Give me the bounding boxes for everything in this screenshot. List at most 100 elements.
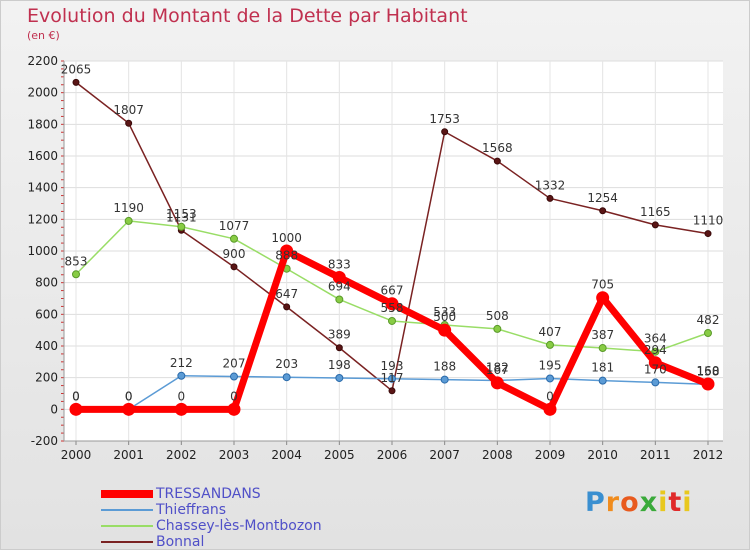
logo-letter: i — [682, 487, 693, 518]
data-label-bonnal: 1254 — [587, 191, 618, 205]
data-label-tressandans: 705 — [591, 278, 614, 292]
data-point-bonnal — [493, 157, 501, 165]
data-label-thieffrans: 203 — [275, 357, 298, 371]
data-label-thieffrans: 181 — [591, 361, 614, 375]
data-label-thieffrans: 158 — [697, 364, 720, 378]
data-point-chassey-les-montbozon — [546, 340, 554, 349]
data-label-bonnal: 117 — [381, 371, 404, 385]
data-label-thieffrans: 170 — [644, 362, 667, 376]
data-label-tressandans: 0 — [230, 389, 238, 403]
data-label-thieffrans: 195 — [539, 358, 562, 372]
logo-letter: P — [585, 487, 606, 518]
data-label-tressandans: 1000 — [271, 231, 302, 245]
data-label-thieffrans: 198 — [328, 358, 351, 372]
data-label-chassey-les-montbozon: 364 — [644, 332, 667, 346]
data-label-tressandans: 0 — [546, 389, 554, 403]
x-tick-label: 2002 — [166, 448, 197, 462]
x-tick-label: 2010 — [587, 448, 618, 462]
data-point-chassey-les-montbozon — [177, 222, 186, 231]
data-label-bonnal: 900 — [223, 247, 246, 261]
data-label-bonnal: 1568 — [482, 141, 513, 155]
data-label-chassey-les-montbozon: 533 — [433, 305, 456, 319]
legend-label: Chassey-lès-Montbozon — [156, 518, 322, 534]
data-point-chassey-les-montbozon — [704, 329, 712, 338]
y-tick-label: 1400 — [27, 181, 58, 195]
data-label-chassey-les-montbozon: 1153 — [166, 207, 197, 221]
y-tick-label: -200 — [31, 434, 58, 448]
y-tick-label: 400 — [35, 339, 58, 353]
y-tick-label: 1000 — [27, 244, 58, 258]
data-label-chassey-les-montbozon: 558 — [381, 301, 404, 315]
data-label-bonnal: 1110 — [693, 214, 724, 228]
data-point-tressandans — [648, 356, 662, 370]
x-tick-label: 2005 — [324, 448, 355, 462]
data-point-tressandans — [280, 244, 294, 258]
legend-swatch — [101, 541, 153, 543]
x-tick-label: 2006 — [377, 448, 408, 462]
legend-swatch — [101, 525, 153, 527]
data-point-tressandans — [438, 323, 452, 337]
data-label-thieffrans: 0 — [72, 389, 80, 403]
data-point-thieffrans — [546, 374, 554, 383]
data-point-chassey-les-montbozon — [651, 347, 660, 356]
logo-letter: x — [639, 487, 659, 518]
data-point-tressandans — [385, 297, 399, 311]
data-point-thieffrans — [440, 375, 449, 384]
data-point-thieffrans — [177, 371, 186, 380]
data-label-bonnal: 647 — [275, 287, 298, 301]
data-point-bonnal — [546, 194, 554, 202]
data-label-tressandans: 0 — [72, 389, 80, 403]
chart-unit: (en €) — [27, 29, 60, 42]
x-tick-label: 2007 — [429, 448, 460, 462]
data-label-chassey-les-montbozon: 694 — [328, 279, 351, 293]
data-point-tressandans — [596, 291, 610, 305]
data-label-tressandans: 500 — [433, 310, 456, 324]
x-tick-label: 2001 — [113, 448, 144, 462]
y-tick-label: 1200 — [27, 212, 58, 226]
legend-swatch — [101, 490, 153, 498]
data-point-thieffrans — [388, 374, 396, 383]
data-label-tressandans: 0 — [125, 389, 133, 403]
data-point-bonnal — [283, 303, 291, 311]
data-point-chassey-les-montbozon — [598, 344, 607, 353]
x-tick-label: 2009 — [535, 448, 566, 462]
data-label-bonnal: 1753 — [429, 112, 460, 126]
data-label-chassey-les-montbozon: 387 — [591, 328, 614, 342]
legend-label: Thieffrans — [156, 502, 227, 518]
data-label-tressandans: 833 — [328, 257, 351, 271]
y-tick-label: 600 — [35, 307, 58, 321]
legend-label: TRESSANDANS — [156, 486, 261, 502]
data-label-chassey-les-montbozon: 1190 — [113, 201, 144, 215]
x-tick-label: 2003 — [219, 448, 250, 462]
data-label-tressandans: 0 — [178, 389, 186, 403]
data-label-thieffrans: 182 — [486, 361, 509, 375]
logo-letter: r — [605, 487, 621, 518]
data-label-tressandans: 160 — [697, 364, 720, 378]
data-point-bonnal — [335, 344, 343, 352]
data-point-thieffrans — [651, 378, 660, 387]
data-point-chassey-les-montbozon — [493, 324, 502, 333]
data-point-thieffrans — [335, 373, 344, 382]
data-label-bonnal: 1131 — [166, 210, 197, 224]
data-label-bonnal: 1165 — [640, 205, 671, 219]
data-point-bonnal — [704, 230, 712, 238]
data-point-tressandans — [701, 377, 715, 391]
data-point-chassey-les-montbozon — [388, 316, 396, 325]
data-label-thieffrans: 212 — [170, 356, 193, 370]
y-tick-label: 800 — [35, 276, 58, 290]
data-point-chassey-les-montbozon — [230, 234, 238, 243]
data-point-thieffrans — [282, 373, 291, 382]
data-point-tressandans — [122, 402, 136, 416]
data-point-chassey-les-montbozon — [335, 295, 344, 304]
data-point-chassey-les-montbozon — [124, 216, 133, 225]
data-point-bonnal — [72, 78, 80, 86]
data-label-tressandans: 667 — [381, 284, 404, 298]
data-label-thieffrans: 188 — [433, 360, 456, 374]
data-label-chassey-les-montbozon: 1077 — [219, 219, 250, 233]
y-tick-label: 0 — [50, 402, 58, 416]
data-label-bonnal: 2065 — [61, 62, 92, 76]
data-label-bonnal: 389 — [328, 328, 351, 342]
data-label-thieffrans: 207 — [223, 357, 246, 371]
data-label-thieffrans: 0 — [125, 389, 133, 403]
